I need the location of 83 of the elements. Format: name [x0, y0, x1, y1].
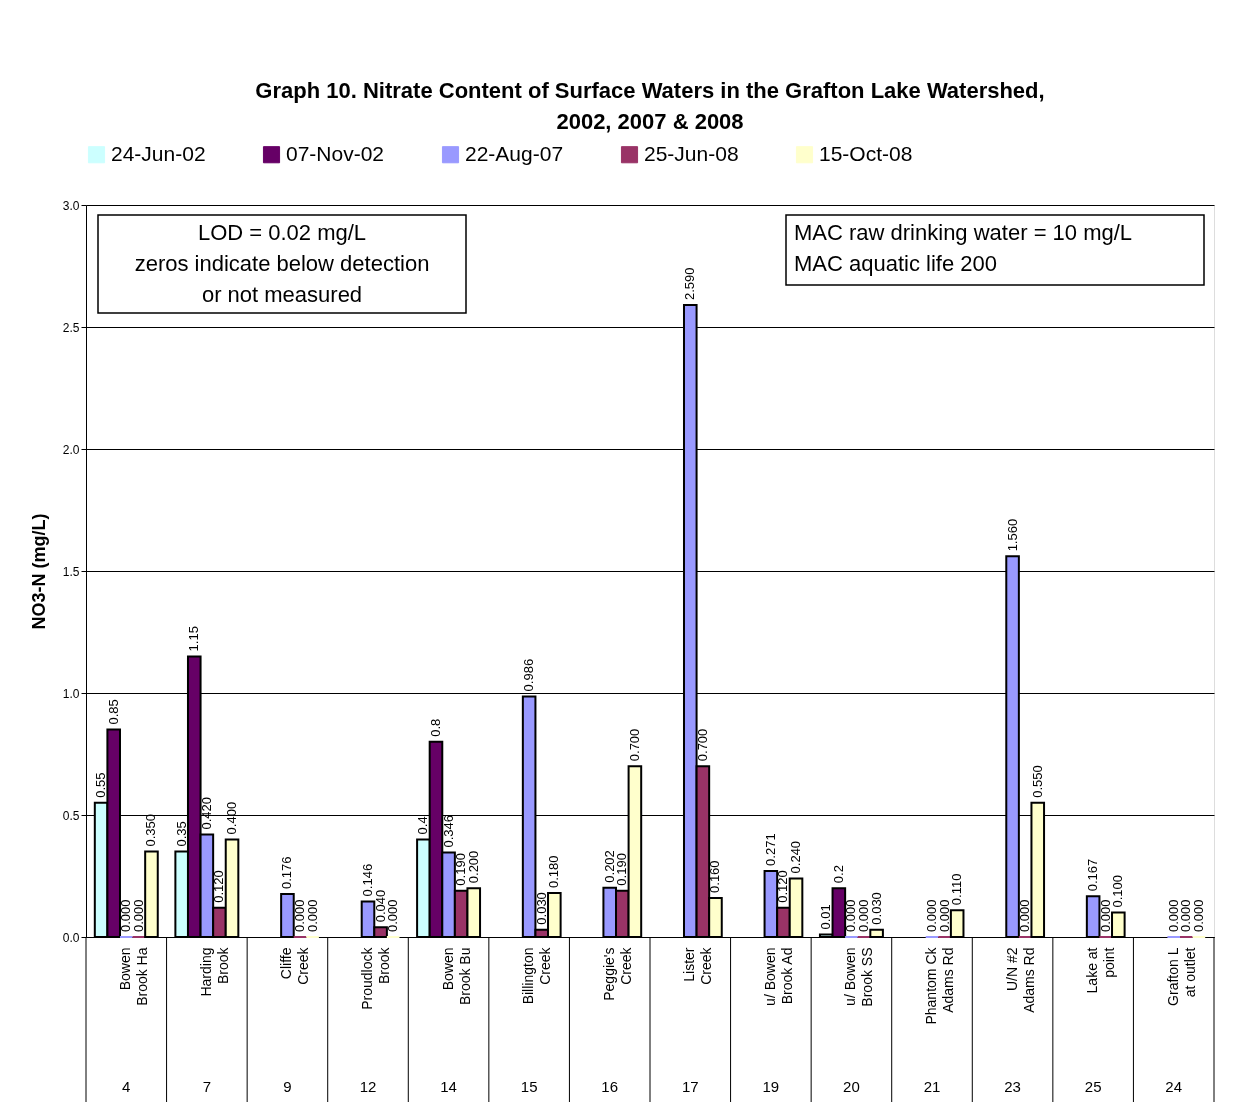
text: 20 — [843, 1078, 860, 1095]
data-label: 0.240 — [788, 840, 804, 874]
x-tick-label: Phantom Ck Adams Rd — [923, 946, 956, 1025]
x-tick-label: Peggie's Creek — [600, 946, 634, 1001]
data-label: 0.202 — [601, 850, 617, 883]
data-label: 0.030 — [533, 892, 549, 925]
x-tick-label: Grafton L at outlet — [1164, 947, 1198, 1006]
text: 17 — [681, 1078, 699, 1095]
data-label: 0.000 — [843, 899, 859, 932]
data-label: 0.550 — [1029, 765, 1045, 798]
y-tick-label: 2.5 — [62, 320, 80, 335]
data-label: 0.700 — [626, 728, 642, 762]
data-label: 0.2 — [830, 865, 846, 884]
annotation: LOD = 0.02 mg/L zeros indicate below detection or not measured — [134, 220, 430, 307]
x-tick-label: Lake at point — [1084, 947, 1118, 994]
data-label: 0.400 — [224, 801, 240, 835]
y-tick-label: 3.0 — [62, 198, 80, 213]
data-label: 0.146 — [360, 863, 375, 897]
x-tick-label: u/ Bowen Brook SS — [842, 947, 876, 1007]
data-label: 0.120 — [775, 870, 791, 903]
text: 19 — [762, 1078, 780, 1095]
x-tick-label: Cliffe Creek — [278, 946, 312, 985]
data-label: 0.176 — [279, 856, 295, 890]
x-tick-label: Bowen Brook Ha — [117, 947, 151, 1006]
data-label: 0.000 — [936, 899, 952, 932]
data-label: 0.271 — [762, 833, 778, 866]
data-label: 0.000 — [924, 899, 939, 932]
x-tick-label: U/N #2 Adams Rd — [1003, 947, 1037, 1013]
data-label: 0.55 — [93, 772, 109, 798]
x-tick-label: Lister Creek — [681, 946, 715, 985]
data-label: 0.346 — [440, 815, 456, 848]
y-tick-label: 0.0 — [62, 930, 80, 945]
data-label: 0.01 — [818, 904, 834, 930]
x-tick-label: Proudlock Brook — [359, 946, 392, 1010]
data-label: 1.560 — [1004, 518, 1020, 552]
text: 15 — [520, 1078, 538, 1095]
text: 24 — [1165, 1078, 1183, 1095]
chart-title: Graph 10. Nitrate Content of Surface Waters in the Grafton Lake Watershed, 2002, 2007 & 2008 — [255, 78, 1045, 134]
y-tick-label: 2.0 — [62, 442, 80, 457]
data-label: 0.35 — [173, 821, 189, 847]
data-label: 0.000 — [1165, 899, 1181, 932]
data-label: 0.420 — [198, 796, 214, 830]
text: 23 — [1004, 1078, 1021, 1095]
data-label: 0.000 — [1017, 899, 1033, 932]
y-tick-label: 1.0 — [62, 686, 80, 701]
text: 12 — [359, 1078, 377, 1095]
data-label: 0.110 — [949, 873, 965, 906]
data-label: 0.190 — [614, 853, 630, 886]
y-tick-label: 0.5 — [62, 808, 80, 823]
y-tick-label: 1.5 — [62, 564, 80, 579]
text: 25 — [1084, 1078, 1102, 1095]
text: 16 — [601, 1078, 619, 1095]
data-label: 0.167 — [1085, 858, 1101, 892]
data-label: 2.590 — [682, 267, 698, 301]
x-tick-label: u/ Bowen Brook Ad — [761, 947, 795, 1006]
text: 9 — [283, 1078, 292, 1095]
data-label: 0.180 — [546, 855, 562, 889]
data-label: 0.000 — [1097, 899, 1113, 932]
data-label: 0.100 — [1110, 875, 1126, 908]
legend-label: 15-Oct-08 — [819, 141, 913, 165]
legend-label: 22-Aug-07 — [465, 141, 564, 165]
data-label: 0.000 — [385, 899, 401, 932]
text: 7 — [202, 1078, 212, 1095]
data-label: 0.040 — [372, 889, 388, 923]
y-axis-title: NO3-N (mg/L) — [28, 513, 49, 630]
legend-label: 25-Jun-08 — [644, 141, 739, 165]
data-label: 1.15 — [186, 626, 202, 652]
data-label: 0.700 — [694, 728, 710, 762]
data-label: 0.120 — [211, 870, 227, 903]
x-tick-label: Harding Brook — [197, 946, 231, 997]
text: 14 — [440, 1078, 457, 1095]
text: 21 — [923, 1078, 941, 1095]
annotation: MAC raw drinking water = 10 mg/L MAC aquatic life 200 — [794, 220, 1133, 276]
data-label: 0.160 — [707, 860, 723, 893]
legend-label: 07-Nov-02 — [286, 141, 385, 165]
x-tick-label: Billington Creek — [520, 946, 554, 1005]
x-tick-label: Bowen Brook Bu — [439, 947, 473, 1006]
text: 4 — [122, 1078, 131, 1095]
legend-label: 24-Jun-02 — [111, 141, 206, 165]
data-label: 0.8 — [427, 718, 443, 737]
data-label: 0.85 — [105, 699, 121, 725]
data-label: 0.4 — [415, 816, 431, 835]
data-label: 0.986 — [521, 658, 537, 692]
